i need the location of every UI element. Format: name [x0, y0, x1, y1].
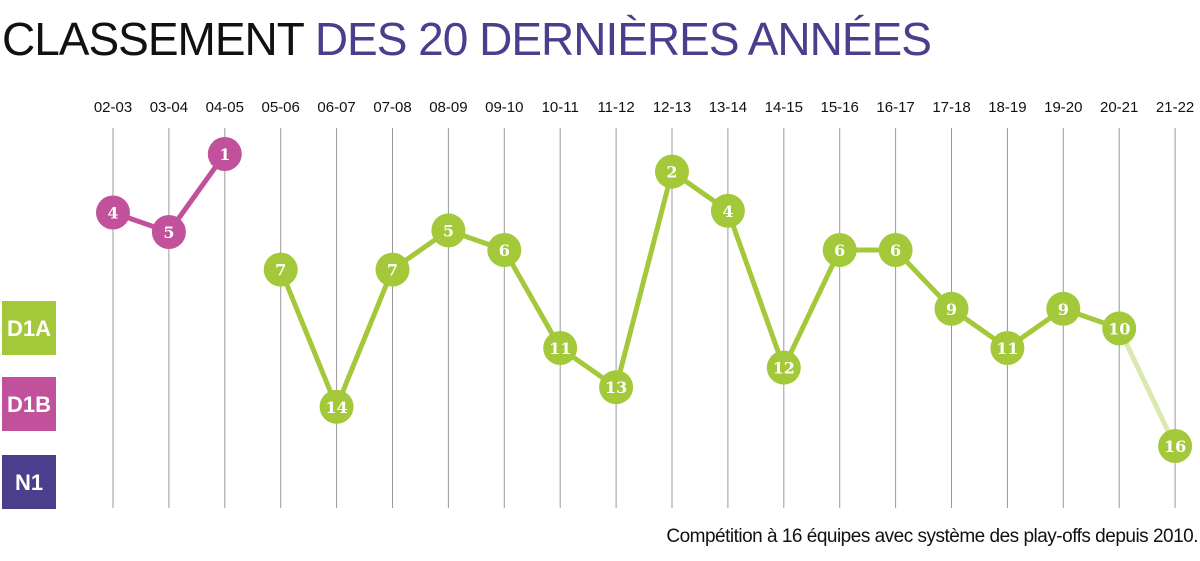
season-tick-label: 02-03: [94, 99, 132, 116]
season-tick-label: 21-22: [1156, 99, 1194, 116]
rank-point: [431, 213, 466, 248]
division-block-n1: [2, 455, 56, 509]
division-label-d1b: D1B: [7, 392, 51, 417]
rank-label: 11: [996, 339, 1018, 358]
season-tick-label: 12-13: [653, 99, 691, 116]
rank-point: [375, 252, 410, 287]
season-tick-label: 08-09: [429, 99, 467, 116]
rank-label: 5: [443, 221, 454, 240]
season-tick-label: 03-04: [150, 99, 188, 116]
season-tick-label: 17-18: [932, 99, 970, 116]
season-tick-label: 18-19: [988, 99, 1026, 116]
rank-point: [655, 154, 689, 189]
footnote: Compétition à 16 équipes avec système de…: [666, 526, 1198, 547]
season-tick-label: 16-17: [876, 99, 914, 116]
title-part-1: CLASSEMENT: [2, 13, 304, 65]
division-block-d1a: [2, 301, 56, 355]
rank-label: 9: [946, 300, 957, 319]
rank-label: 12: [773, 359, 795, 378]
rank-point: [822, 233, 857, 267]
rank-point: [151, 215, 186, 249]
season-tick-label: 19-20: [1044, 99, 1082, 116]
rank-point: [1102, 311, 1137, 346]
chart-title: CLASSEMENT DES 20 DERNIÈRES ANNÉES: [2, 8, 932, 70]
rank-label: 16: [1164, 437, 1186, 456]
season-tick-label: 14-15: [765, 99, 803, 116]
rank-label: 4: [722, 202, 733, 221]
season-tick-label: 05-06: [262, 99, 300, 116]
rank-point: [710, 193, 745, 228]
rank-point: [96, 195, 130, 230]
rank-label: 14: [325, 398, 347, 417]
rank-label: 6: [834, 241, 845, 260]
rank-point: [1158, 429, 1193, 463]
season-tick-label: 13-14: [709, 99, 747, 116]
division-label-n1: N1: [15, 470, 43, 495]
rank-point: [207, 137, 242, 171]
division-label-d1a: D1A: [7, 316, 51, 341]
rank-point: [990, 331, 1025, 365]
rank-point: [599, 370, 634, 405]
rank-label: 6: [499, 241, 510, 260]
season-tick-label: 20-21: [1100, 99, 1138, 116]
season-tick-label: 10-11: [542, 99, 579, 116]
title-part-2: DES 20 DERNIÈRES ANNÉES: [314, 13, 932, 65]
season-tick-label: 07-08: [373, 99, 411, 116]
rank-label: 9: [1058, 300, 1069, 319]
rank-label: 1: [219, 145, 230, 164]
series-line-d1a-faded: [1116, 325, 1178, 449]
rank-label: 7: [275, 261, 286, 280]
rank-point: [878, 233, 913, 267]
rank-point: [543, 331, 578, 365]
rank-label: 4: [107, 204, 118, 223]
season-tick-label: 11-12: [597, 99, 634, 116]
rank-label: 13: [605, 378, 627, 397]
rank-point: [1046, 291, 1081, 326]
rank-point: [934, 291, 969, 326]
rank-label: 7: [387, 261, 398, 280]
rank-label: 5: [163, 223, 174, 242]
rank-point: [487, 233, 522, 267]
rank-point: [766, 350, 801, 385]
rank-point: [263, 252, 298, 287]
division-block-d1b: [2, 377, 56, 431]
rank-label: 6: [890, 241, 901, 260]
rank-label: 10: [1108, 319, 1130, 338]
season-tick-label: 06-07: [317, 99, 355, 116]
season-tick-label: 15-16: [821, 99, 859, 116]
season-tick-label: 09-10: [485, 99, 523, 116]
rank-point: [319, 389, 354, 424]
rank-label: 2: [666, 163, 677, 182]
rank-label: 11: [549, 339, 571, 358]
season-tick-label: 04-05: [206, 99, 244, 116]
series-line-d1a: [278, 169, 1122, 410]
